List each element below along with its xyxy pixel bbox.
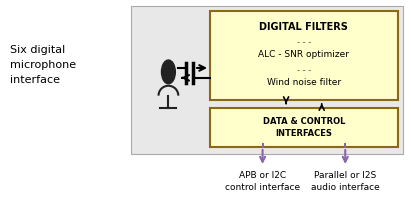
Bar <box>131 6 403 154</box>
Bar <box>210 108 398 147</box>
Ellipse shape <box>162 60 175 84</box>
Text: Wind noise filter: Wind noise filter <box>267 78 341 87</box>
Text: Parallel or I2S
audio interface: Parallel or I2S audio interface <box>311 171 380 192</box>
Text: DATA & CONTROL
INTERFACES: DATA & CONTROL INTERFACES <box>263 117 345 138</box>
Text: - - -: - - - <box>297 66 311 75</box>
Text: APB or I2C
control interface: APB or I2C control interface <box>225 171 300 192</box>
Text: Six digital
microphone
interface: Six digital microphone interface <box>10 45 76 85</box>
Text: DIGITAL FILTERS: DIGITAL FILTERS <box>259 22 349 32</box>
Bar <box>210 10 398 100</box>
Text: ALC - SNR optimizer: ALC - SNR optimizer <box>259 50 349 59</box>
Text: - - -: - - - <box>297 38 311 47</box>
